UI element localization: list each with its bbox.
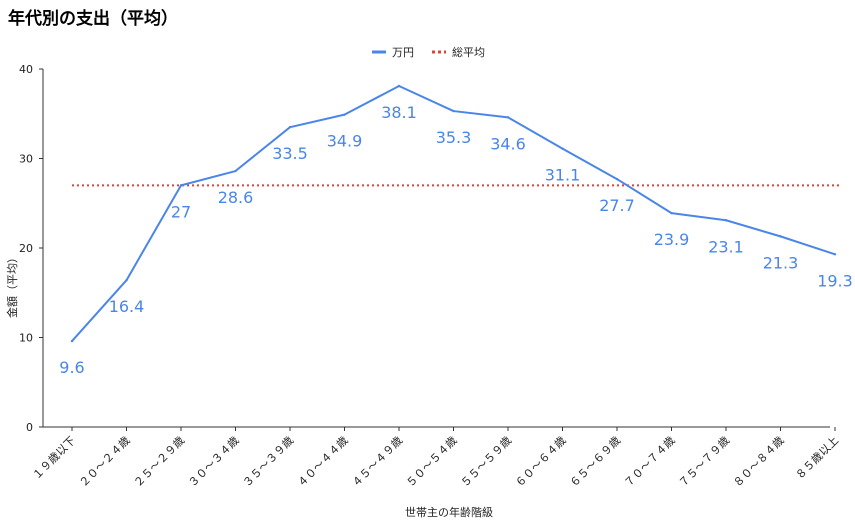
data-label: 19.3: [817, 271, 853, 290]
y-tick-label: 40: [19, 63, 33, 76]
x-axis-title: 世帯主の年齢階級: [405, 505, 493, 519]
data-point: [234, 169, 237, 173]
x-tick-label: ６５～６９歳: [567, 434, 623, 490]
data-label: 28.6: [218, 188, 254, 207]
data-label: 35.3: [436, 128, 472, 147]
data-point: [779, 235, 782, 238]
data-label: 16.4: [109, 297, 145, 316]
data-point: [70, 339, 74, 343]
data-label: 23.9: [654, 230, 690, 249]
series-line: [70, 84, 837, 343]
data-point: [615, 177, 619, 181]
x-tick-label: ６０～６４歳: [513, 434, 569, 490]
y-tick-label: 20: [19, 242, 33, 255]
y-tick-label: 30: [19, 153, 33, 166]
data-point: [670, 211, 673, 215]
chart-title: 年代別の支出（平均）: [8, 9, 178, 29]
data-labels: 9.6 16.4 27 28.6 33.5 34.9 38.1 35.3 34.6 31.1 27.…: [59, 103, 853, 377]
data-label: 31.1: [545, 166, 581, 185]
x-tick-label: ４０～４４歳: [295, 434, 351, 490]
data-point: [724, 219, 728, 222]
axis-titles: 世帯主の年齢階級 金額（平均）: [5, 252, 493, 519]
data-point: [288, 125, 292, 129]
data-label: 33.5: [272, 144, 308, 163]
data-point: [561, 147, 564, 150]
y-tick-label: 10: [19, 332, 33, 345]
y-axis-title: 金額（平均）: [5, 252, 19, 318]
x-tick-label: ５０～５４歳: [404, 434, 460, 490]
legend: 万円 総平均: [372, 45, 485, 59]
x-tick-label: ３０～３４歳: [186, 434, 242, 490]
data-point: [179, 184, 183, 187]
x-tick-label: ３５～３９歳: [240, 434, 296, 490]
data-label: 38.1: [381, 103, 417, 122]
x-tick-label: ４５～４９歳: [349, 434, 405, 490]
x-tick-label: １９歳以下: [30, 434, 78, 482]
data-point: [125, 279, 128, 282]
y-axis-ticks: 0 10 20 30 40: [19, 63, 43, 434]
x-tick-label: ８０～８４歳: [731, 434, 787, 490]
data-point: [343, 113, 346, 116]
data-label: 23.1: [708, 237, 744, 256]
data-label: 27: [171, 202, 191, 221]
data-point: [506, 116, 510, 119]
x-tick-label: ２５～２９歳: [131, 434, 187, 490]
legend-label-average: 総平均: [452, 45, 485, 59]
x-tick-label: ７０～７４歳: [622, 434, 678, 490]
data-point: [452, 109, 455, 113]
data-label: 9.6: [59, 358, 84, 377]
data-label: 34.6: [490, 134, 526, 153]
legend-label-series: 万円: [392, 46, 414, 59]
y-tick-label: 0: [26, 421, 33, 434]
x-tick-label: ７５～７９歳: [676, 434, 732, 490]
data-point: [833, 253, 837, 256]
data-point: [397, 84, 401, 88]
x-axis-ticks: １９歳以下２０～２４歳２５～２９歳３０～３４歳３５～３９歳４０～４４歳４５～４９…: [30, 427, 841, 490]
data-label: 34.9: [327, 132, 363, 151]
data-label: 27.7: [599, 196, 635, 215]
x-tick-label: ２０～２４歳: [77, 434, 133, 490]
data-label: 21.3: [763, 253, 799, 272]
x-tick-label: ８５歳以上: [793, 434, 841, 482]
x-tick-label: ５５～５９歳: [458, 434, 514, 490]
